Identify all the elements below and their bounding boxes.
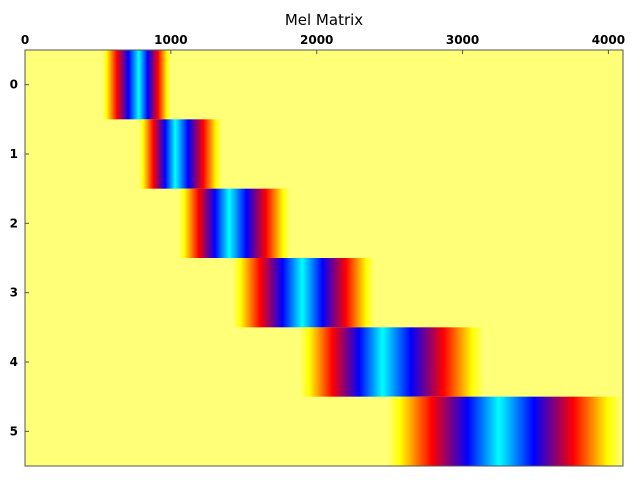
filter-band-row-3 [232,258,376,328]
filter-band-row-1 [138,119,222,189]
filter-band-row-5 [386,396,623,466]
y-axis: 0 1 2 3 4 5 [10,78,29,438]
y-tick-label: 2 [10,216,18,230]
x-axis: 0 1000 2000 3000 4000 [21,33,625,54]
y-tick-label: 1 [10,147,18,161]
x-tick-label: 3000 [446,33,479,47]
x-tick-label: 4000 [592,33,625,47]
filter-band-row-2 [178,188,291,258]
y-tick-label: 4 [10,355,18,369]
x-tick-label: 0 [21,33,29,47]
plot-frame [24,49,624,467]
chart-title: Mel Matrix [285,11,363,29]
x-tick-label: 2000 [300,33,333,47]
filter-bands [102,50,623,466]
y-tick-label: 5 [10,424,18,438]
y-tick-label: 3 [10,286,18,300]
filter-band-row-4 [299,327,485,397]
x-tick-label: 1000 [154,33,187,47]
filter-band-row-0 [102,50,171,120]
y-tick-label: 0 [10,78,18,92]
